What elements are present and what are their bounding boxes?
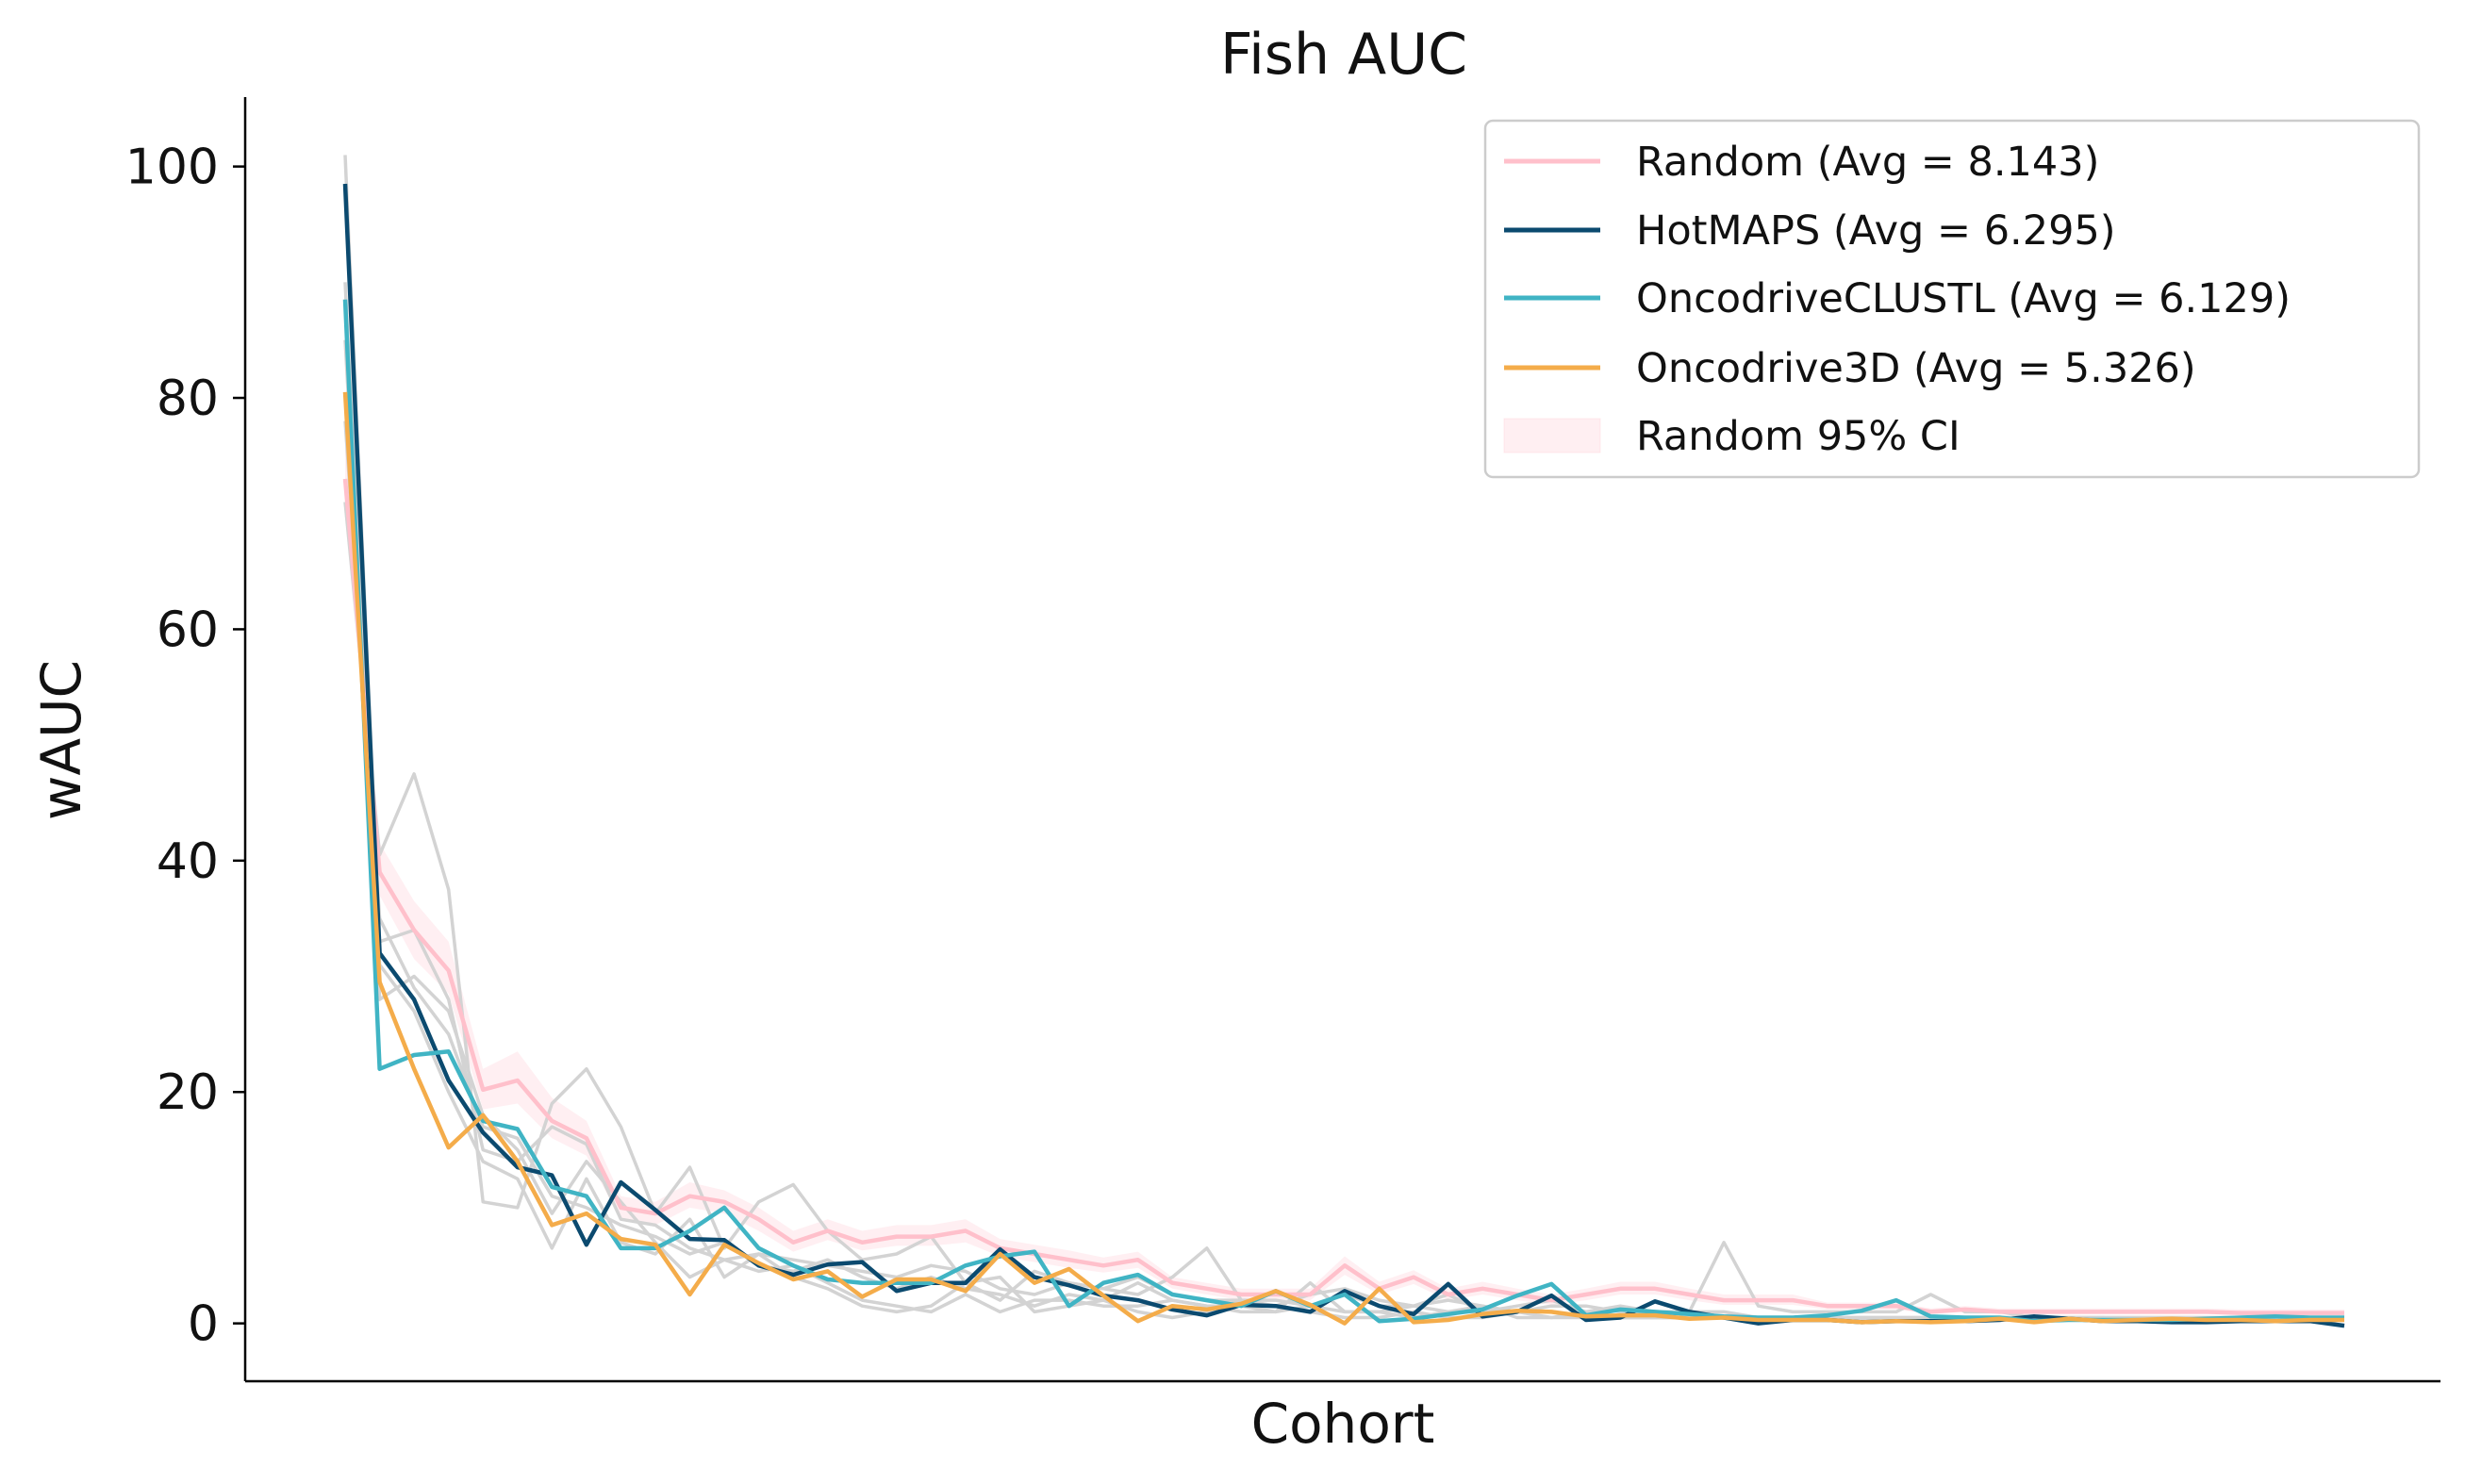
y-tick-label: 60 bbox=[157, 602, 219, 658]
background-line-3 bbox=[343, 339, 2344, 1322]
background-line-1 bbox=[343, 502, 2344, 1320]
legend-swatch-ci bbox=[1503, 418, 1601, 453]
series-line-oncodrive3d bbox=[342, 391, 2344, 1326]
legend-label-random: Random (Avg = 8.143) bbox=[1636, 139, 2099, 186]
legend-label-oncodriveclustl: OncodriveCLUSTL (Avg = 6.129) bbox=[1636, 275, 2291, 322]
series-layer bbox=[342, 183, 2345, 1328]
legend-label-oncodrive3d: Oncodrive3D (Avg = 5.326) bbox=[1636, 345, 2196, 392]
legend: Random (Avg = 8.143) HotMAPS (Avg = 6.29… bbox=[1483, 119, 2421, 479]
chart-title: Fish AUC bbox=[1220, 22, 1467, 88]
y-axis-label: wAUC bbox=[29, 660, 93, 820]
series-line-random bbox=[342, 478, 2344, 1315]
legend-label-ci: Random 95% CI bbox=[1636, 413, 1960, 460]
legend-label-hotmaps: HotMAPS (Avg = 6.295) bbox=[1636, 207, 2116, 255]
y-tick-label: 80 bbox=[157, 371, 219, 427]
y-ticks: 0 20 40 60 80 100 bbox=[125, 140, 245, 1353]
y-tick-label: 100 bbox=[125, 140, 219, 196]
x-axis-label: Cohort bbox=[1251, 1392, 1435, 1456]
legend-frame bbox=[1483, 119, 2421, 479]
y-tick-label: 20 bbox=[157, 1064, 219, 1121]
y-tick-label: 0 bbox=[188, 1296, 219, 1353]
y-tick-label: 40 bbox=[157, 833, 219, 890]
